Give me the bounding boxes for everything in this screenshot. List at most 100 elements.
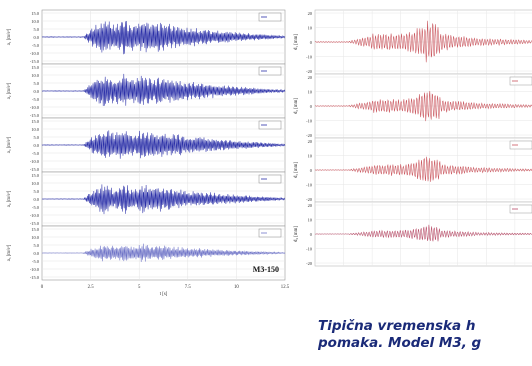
- accel-ytick-label: 10.0: [31, 19, 39, 24]
- accel-series-line: [42, 243, 286, 263]
- accel-ytick-label: -10.0: [30, 105, 40, 110]
- accel-panel-2: [41, 63, 286, 119]
- disp-ytick-label: 20: [308, 203, 313, 208]
- disp-ylabel: d₄ [mm]: [294, 226, 299, 242]
- accel-ylabel: a₃ [m/s²]: [6, 136, 12, 153]
- disp-ylabel: d₂ [mm]: [294, 98, 299, 114]
- accel-xlabel: t [s]: [160, 292, 168, 297]
- accel-xtick-label: 12.5: [281, 285, 290, 290]
- disp-ytick-label: 10: [308, 26, 313, 31]
- accel-legend-box: [258, 174, 282, 184]
- accel-legend-box: [258, 228, 282, 238]
- disp-ylabel: d₃ [mm]: [294, 162, 299, 178]
- accel-xtick-label: 5: [138, 285, 141, 290]
- accel-series-line: [41, 20, 286, 55]
- disp-series-line: [314, 20, 532, 63]
- accel-ytick-label: 5.0: [34, 135, 40, 140]
- accel-panel-4: [41, 171, 286, 227]
- disp-ytick-label: -20: [306, 197, 313, 202]
- caption-line-1: Tipična vremenska h: [318, 318, 476, 334]
- accel-ytick-label: 10.0: [31, 235, 39, 240]
- disp-legend-box: [509, 140, 532, 150]
- disp-ytick-label: 20: [308, 75, 313, 80]
- disp-legend-box: [509, 204, 532, 214]
- accel-ytick-label: -15.0: [30, 113, 40, 118]
- accel-ylabel: a₅ [m/s²]: [6, 244, 12, 261]
- accel-series-line: [41, 73, 286, 107]
- accel-ytick-label: -5.0: [32, 43, 40, 48]
- figure-caption: Tipična vremenska h pomaka. Model M3, g: [318, 318, 532, 366]
- disp-ytick-label: 10: [308, 218, 313, 223]
- disp-ytick-label: 10: [308, 154, 313, 159]
- accel-ytick-label: -10.0: [30, 213, 40, 218]
- disp-ytick-label: 0: [310, 232, 313, 237]
- disp-legend-box: [509, 76, 532, 86]
- disp-ytick-label: -20: [306, 69, 313, 74]
- disp-ytick-label: -20: [306, 261, 313, 266]
- accel-ytick-label: 0.0: [34, 143, 40, 148]
- accel-ytick-label: 0.0: [34, 251, 40, 256]
- accel-ytick-label: 5.0: [34, 243, 40, 248]
- disp-panel-4: [314, 201, 532, 267]
- accel-ytick-label: 0.0: [34, 35, 40, 40]
- disp-ytick-label: 10: [308, 90, 313, 95]
- accel-series-line: [41, 130, 286, 159]
- accel-panel-1: [41, 9, 286, 65]
- accel-ytick-label: -5.0: [32, 97, 40, 102]
- disp-panel-1: [314, 9, 532, 75]
- accel-ytick-label: 10.0: [31, 181, 39, 186]
- accel-ytick-label: -10.0: [30, 51, 40, 56]
- accel-xtick-label: 7.5: [185, 285, 192, 290]
- accel-ytick-label: 10.0: [31, 73, 39, 78]
- accel-ytick-label: 15.0: [31, 119, 39, 124]
- disp-series-line: [314, 156, 532, 182]
- accel-ytick-label: -10.0: [30, 159, 40, 164]
- model-annotation: M3-150: [253, 265, 279, 274]
- accel-series-line: [41, 184, 286, 215]
- disp-ytick-label: -10: [306, 183, 313, 188]
- disp-ytick-label: 20: [308, 11, 313, 16]
- accel-ytick-label: 5.0: [34, 27, 40, 32]
- disp-panel-2: [314, 73, 532, 139]
- accel-legend-box: [258, 12, 282, 22]
- accel-xtick-label: 2.5: [88, 285, 95, 290]
- accel-ytick-label: -15.0: [30, 221, 40, 226]
- disp-ytick-label: 0: [310, 104, 313, 109]
- disp-series-line: [315, 90, 532, 122]
- accel-ytick-label: -15.0: [30, 167, 40, 172]
- accel-ytick-label: -10.0: [30, 267, 40, 272]
- accel-panel-5: [41, 225, 286, 281]
- accel-ytick-label: -5.0: [32, 205, 40, 210]
- accel-xtick-label: 0: [41, 285, 44, 290]
- disp-ytick-label: 20: [308, 139, 313, 144]
- accel-ytick-label: -15.0: [30, 59, 40, 64]
- accel-ytick-label: 10.0: [31, 127, 39, 132]
- accel-legend-box: [258, 120, 282, 130]
- accel-ytick-label: 5.0: [34, 189, 40, 194]
- accel-ytick-label: 5.0: [34, 81, 40, 86]
- accel-ylabel: a₄ [m/s²]: [6, 190, 12, 207]
- disp-ytick-label: 0: [310, 40, 313, 45]
- accel-ytick-label: 15.0: [31, 11, 39, 16]
- accel-ytick-label: 0.0: [34, 89, 40, 94]
- disp-ytick-label: -20: [306, 133, 313, 138]
- disp-ylabel: d₁ [mm]: [294, 34, 299, 50]
- caption-line-2: pomaka. Model M3, g: [318, 335, 482, 351]
- accel-legend-box: [258, 66, 282, 76]
- disp-ytick-label: -10: [306, 119, 313, 124]
- disp-series-line: [314, 224, 532, 242]
- accel-ylabel: a₂ [m/s²]: [6, 82, 12, 99]
- accel-ytick-label: 15.0: [31, 65, 39, 70]
- accel-xtick-label: 10: [234, 285, 239, 290]
- disp-panel-3: [314, 137, 532, 203]
- accel-ytick-label: -15.0: [30, 275, 40, 280]
- disp-ytick-label: 0: [310, 168, 313, 173]
- disp-ytick-label: -10: [306, 55, 313, 60]
- accel-ytick-label: -5.0: [32, 151, 40, 156]
- accel-ytick-label: 15.0: [31, 227, 39, 232]
- accel-ytick-label: 15.0: [31, 173, 39, 178]
- disp-ytick-label: -10: [306, 247, 313, 252]
- accel-ylabel: a₁ [m/s²]: [6, 28, 12, 45]
